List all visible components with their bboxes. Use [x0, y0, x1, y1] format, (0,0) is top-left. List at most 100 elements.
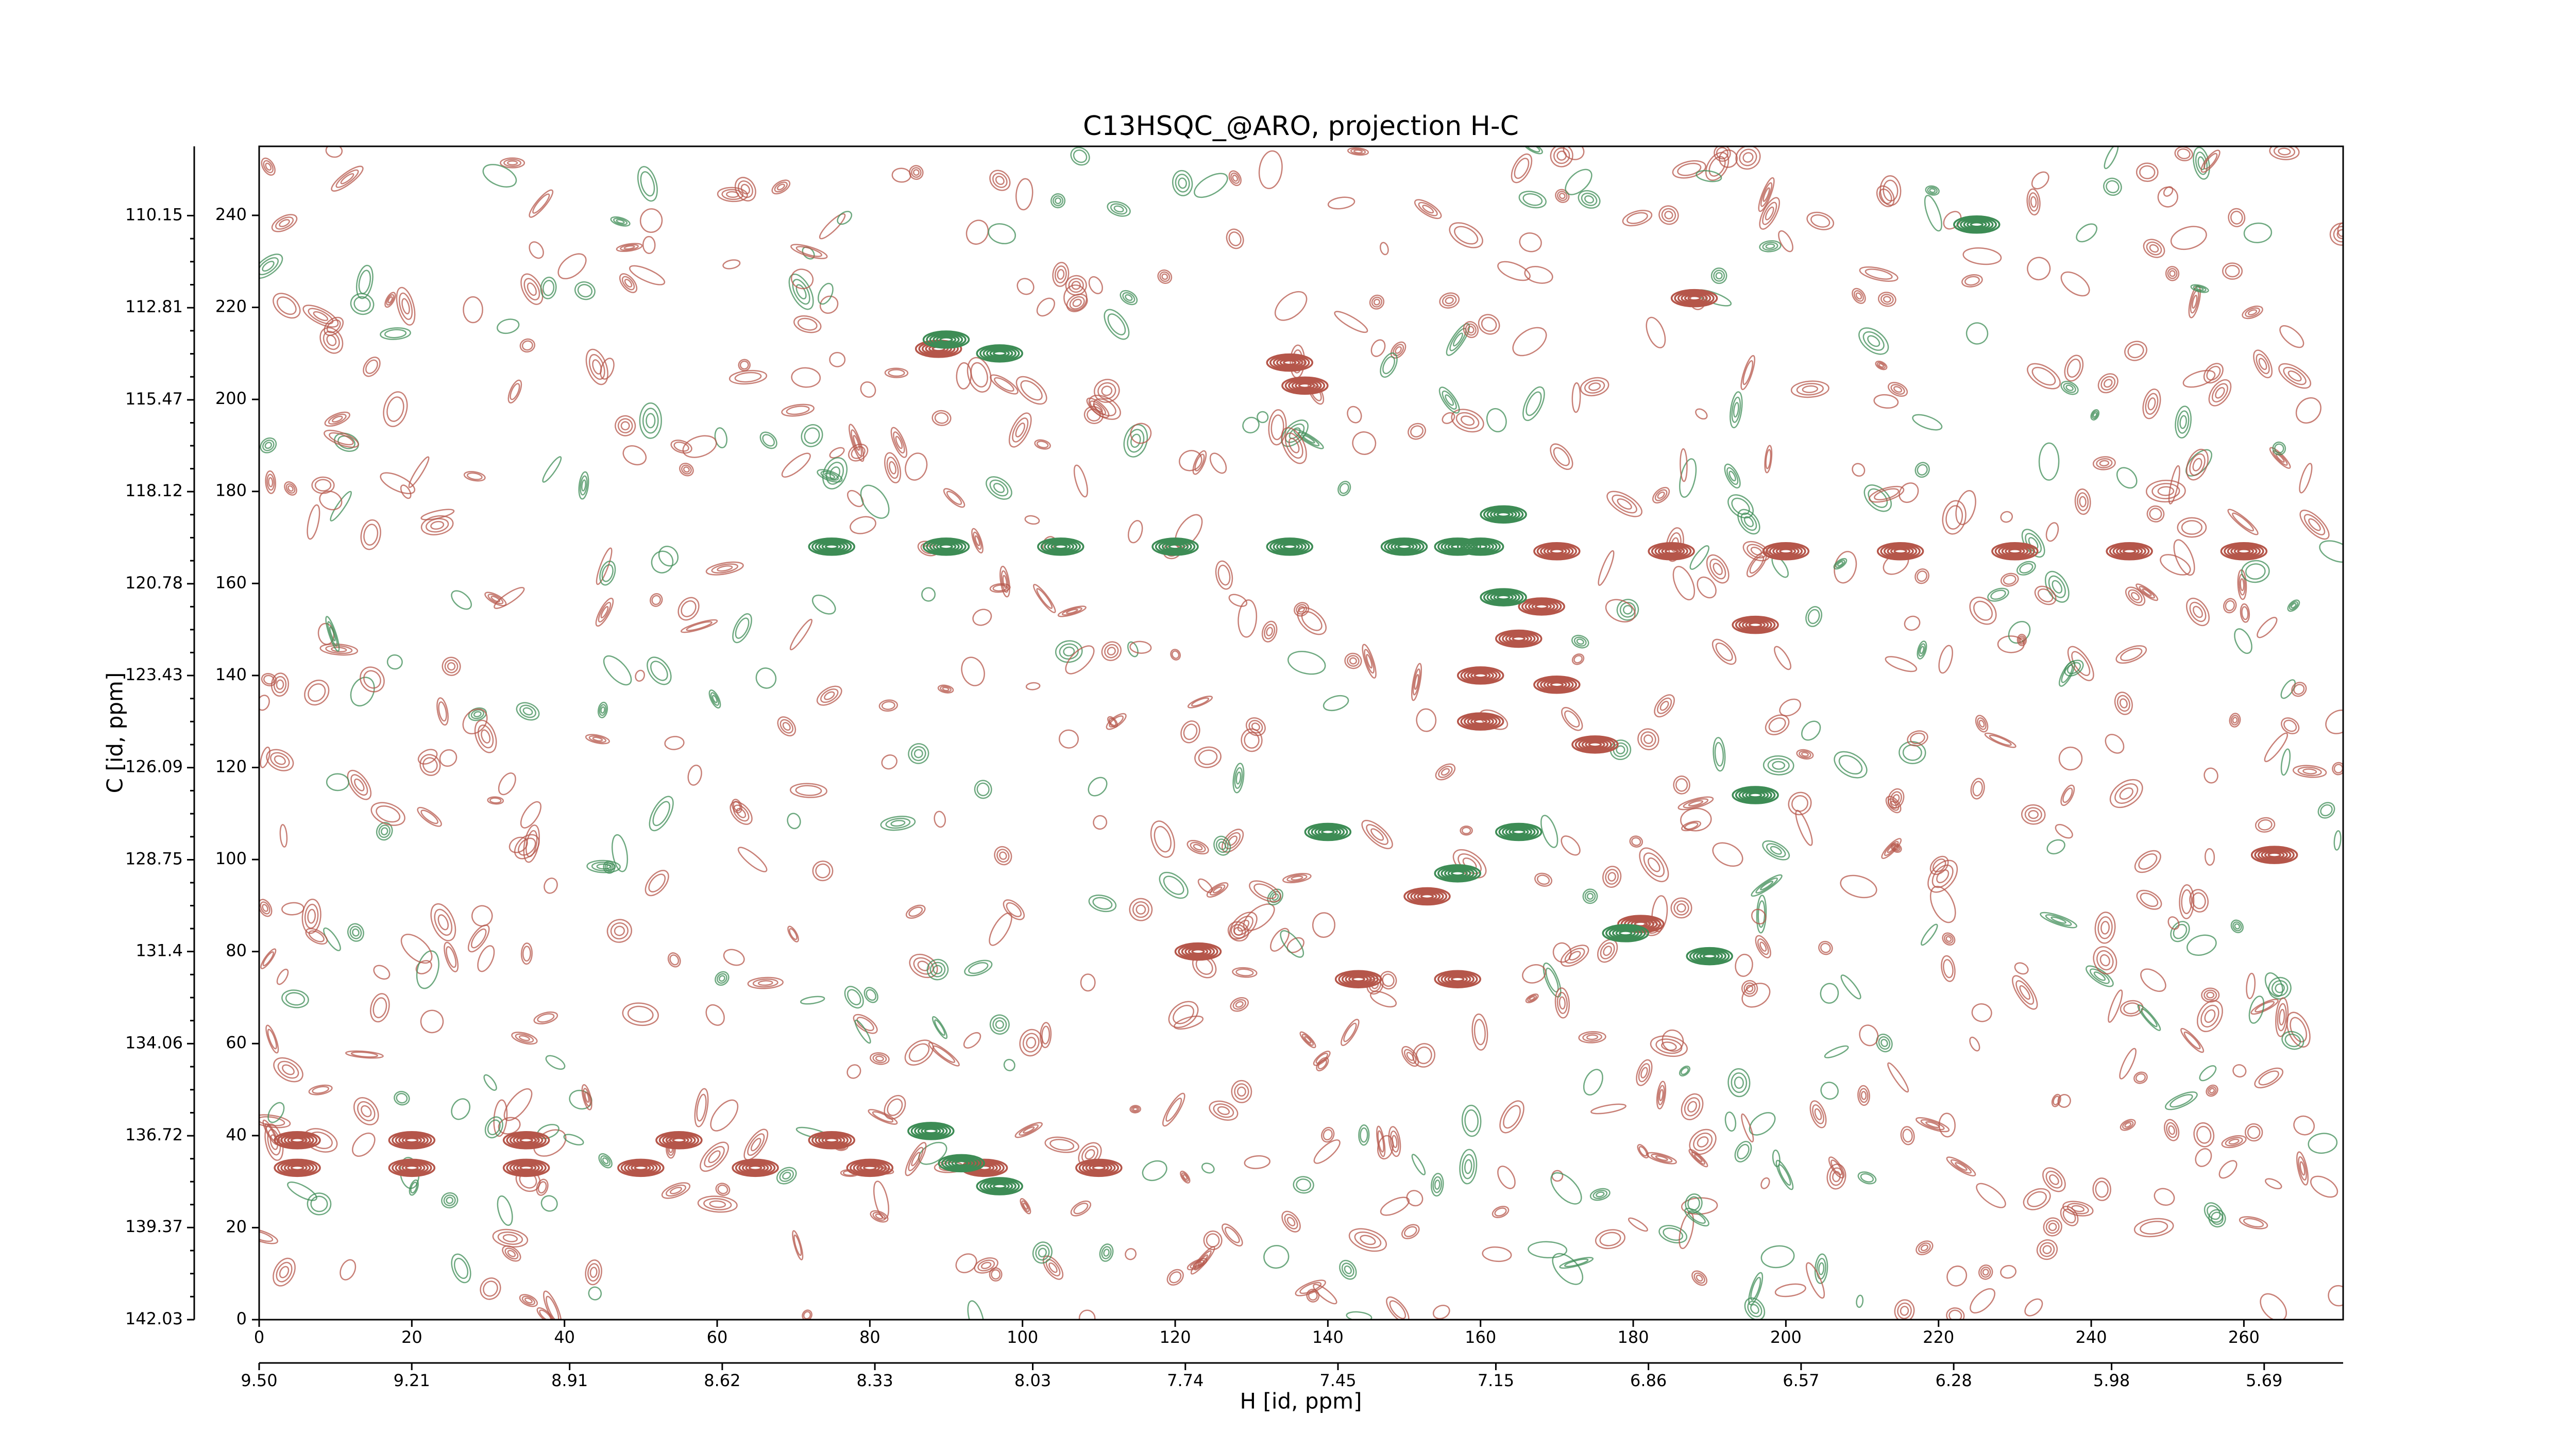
peak-contour [1748, 621, 1762, 628]
noise-contour [743, 1128, 769, 1160]
peak-contour [1387, 540, 1421, 553]
noise-contour [750, 1138, 761, 1152]
peak-contour [1578, 737, 1612, 751]
noise-contour [284, 481, 297, 496]
y-tick-label: 140 [215, 665, 247, 684]
noise-contour [1976, 1183, 2006, 1208]
noise-contour [1486, 408, 1507, 432]
y2-tick-label: 139.37 [125, 1217, 183, 1236]
noise-contour [540, 276, 557, 299]
noise-contour [2308, 1133, 2338, 1154]
noise-contour [1021, 1200, 1030, 1212]
noise-contour [1859, 1088, 1869, 1103]
peak-contour [1434, 970, 1481, 988]
noise-contour [2062, 787, 2073, 803]
noise-contour [1801, 720, 1821, 741]
noise-contour [1228, 231, 1242, 246]
noise-contour [1187, 696, 1213, 709]
noise-contour [2048, 575, 2066, 598]
peak-contour [982, 346, 1016, 360]
noise-contour [1710, 267, 1727, 284]
noise-contour [2186, 448, 2209, 481]
noise-contour [1438, 386, 1460, 414]
noise-contour [1907, 730, 1928, 747]
noise-contour [270, 752, 290, 768]
noise-contour [585, 348, 608, 385]
noise-contour [1558, 996, 1566, 1010]
noise-contour [2119, 698, 2128, 709]
noise-contour [446, 946, 457, 968]
noise-contour [911, 746, 926, 762]
noise-contour [933, 1045, 956, 1063]
peak-contour [662, 1133, 696, 1147]
peak-contour [1745, 790, 1766, 800]
noise-contour [1408, 423, 1427, 440]
noise-contour [1598, 550, 1615, 586]
noise-contour [932, 1016, 948, 1039]
noise-contour [1099, 1243, 1114, 1262]
noise-contour [1132, 1107, 1138, 1111]
noise-contour [787, 813, 801, 830]
noise-contour [1132, 901, 1149, 918]
noise-contour [1580, 377, 1609, 397]
noise-contour [1878, 188, 1892, 205]
noise-contour [2255, 817, 2276, 833]
noise-contour [1929, 886, 1956, 923]
noise-contour [1946, 1265, 1968, 1287]
noise-contour [837, 211, 853, 225]
noise-contour [791, 367, 821, 388]
noise-contour [1540, 815, 1558, 848]
noise-contour [259, 1114, 291, 1128]
noise-contour [1762, 201, 1777, 225]
noise-contour [1695, 408, 1708, 420]
noise-contour [980, 1261, 992, 1269]
noise-contour [2060, 381, 2079, 395]
noise-contour [1945, 505, 1963, 530]
noise-contour [2189, 601, 2207, 622]
noise-contour [325, 146, 343, 158]
peak-contour [748, 1165, 762, 1171]
noise-contour [1154, 825, 1172, 853]
noise-contour [1586, 892, 1594, 900]
noise-contour [686, 621, 713, 631]
noise-contour [603, 655, 632, 686]
noise-contour [262, 951, 275, 967]
noise-contour [1465, 323, 1477, 336]
noise-contour [2325, 710, 2343, 734]
noise-contour [263, 160, 274, 174]
noise-contour [1088, 895, 1117, 913]
noise-contour [1122, 292, 1136, 304]
peak-contour [979, 1178, 1020, 1194]
peak-contour [939, 544, 953, 550]
noise-contour [1364, 649, 1375, 674]
noise-contour [2169, 270, 2176, 277]
noise-contour [473, 711, 482, 718]
noise-contour [2175, 406, 2192, 439]
noise-contour [302, 305, 339, 328]
noise-contour [308, 1084, 333, 1096]
noise-contour [1026, 1037, 1037, 1049]
noise-contour [1712, 842, 1743, 867]
noise-contour [1392, 1135, 1398, 1148]
noise-contour [1742, 152, 1754, 163]
noise-contour [1203, 1230, 1223, 1251]
noise-contour [2192, 294, 2198, 309]
noise-contour [1876, 362, 1886, 369]
y2-tick-label: 123.43 [125, 665, 183, 684]
noise-contour [497, 1195, 513, 1226]
noise-contour [1790, 380, 1829, 398]
peak-contour [811, 1132, 852, 1149]
noise-contour [1617, 498, 1632, 510]
noise-contour [718, 975, 725, 982]
noise-contour [854, 1019, 871, 1044]
noise-contour [1741, 1113, 1754, 1143]
noise-contour [2114, 783, 2139, 804]
noise-contour [1760, 1177, 1770, 1189]
noise-contour [1066, 293, 1088, 312]
noise-contour [829, 447, 845, 459]
noise-contour [319, 490, 343, 511]
noise-contour [2283, 366, 2307, 385]
noise-contour [1711, 638, 1737, 665]
noise-contour [586, 860, 621, 873]
noise-contour [1233, 926, 1243, 936]
